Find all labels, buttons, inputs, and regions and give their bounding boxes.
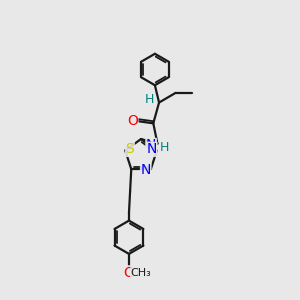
- Text: H: H: [145, 93, 154, 106]
- Text: H: H: [160, 141, 170, 154]
- Text: CH₃: CH₃: [130, 268, 151, 278]
- Text: O: O: [127, 114, 138, 128]
- Text: S: S: [125, 142, 134, 156]
- Text: N: N: [141, 163, 151, 177]
- Text: O: O: [124, 266, 134, 280]
- Text: N: N: [146, 139, 156, 152]
- Text: N: N: [147, 142, 157, 156]
